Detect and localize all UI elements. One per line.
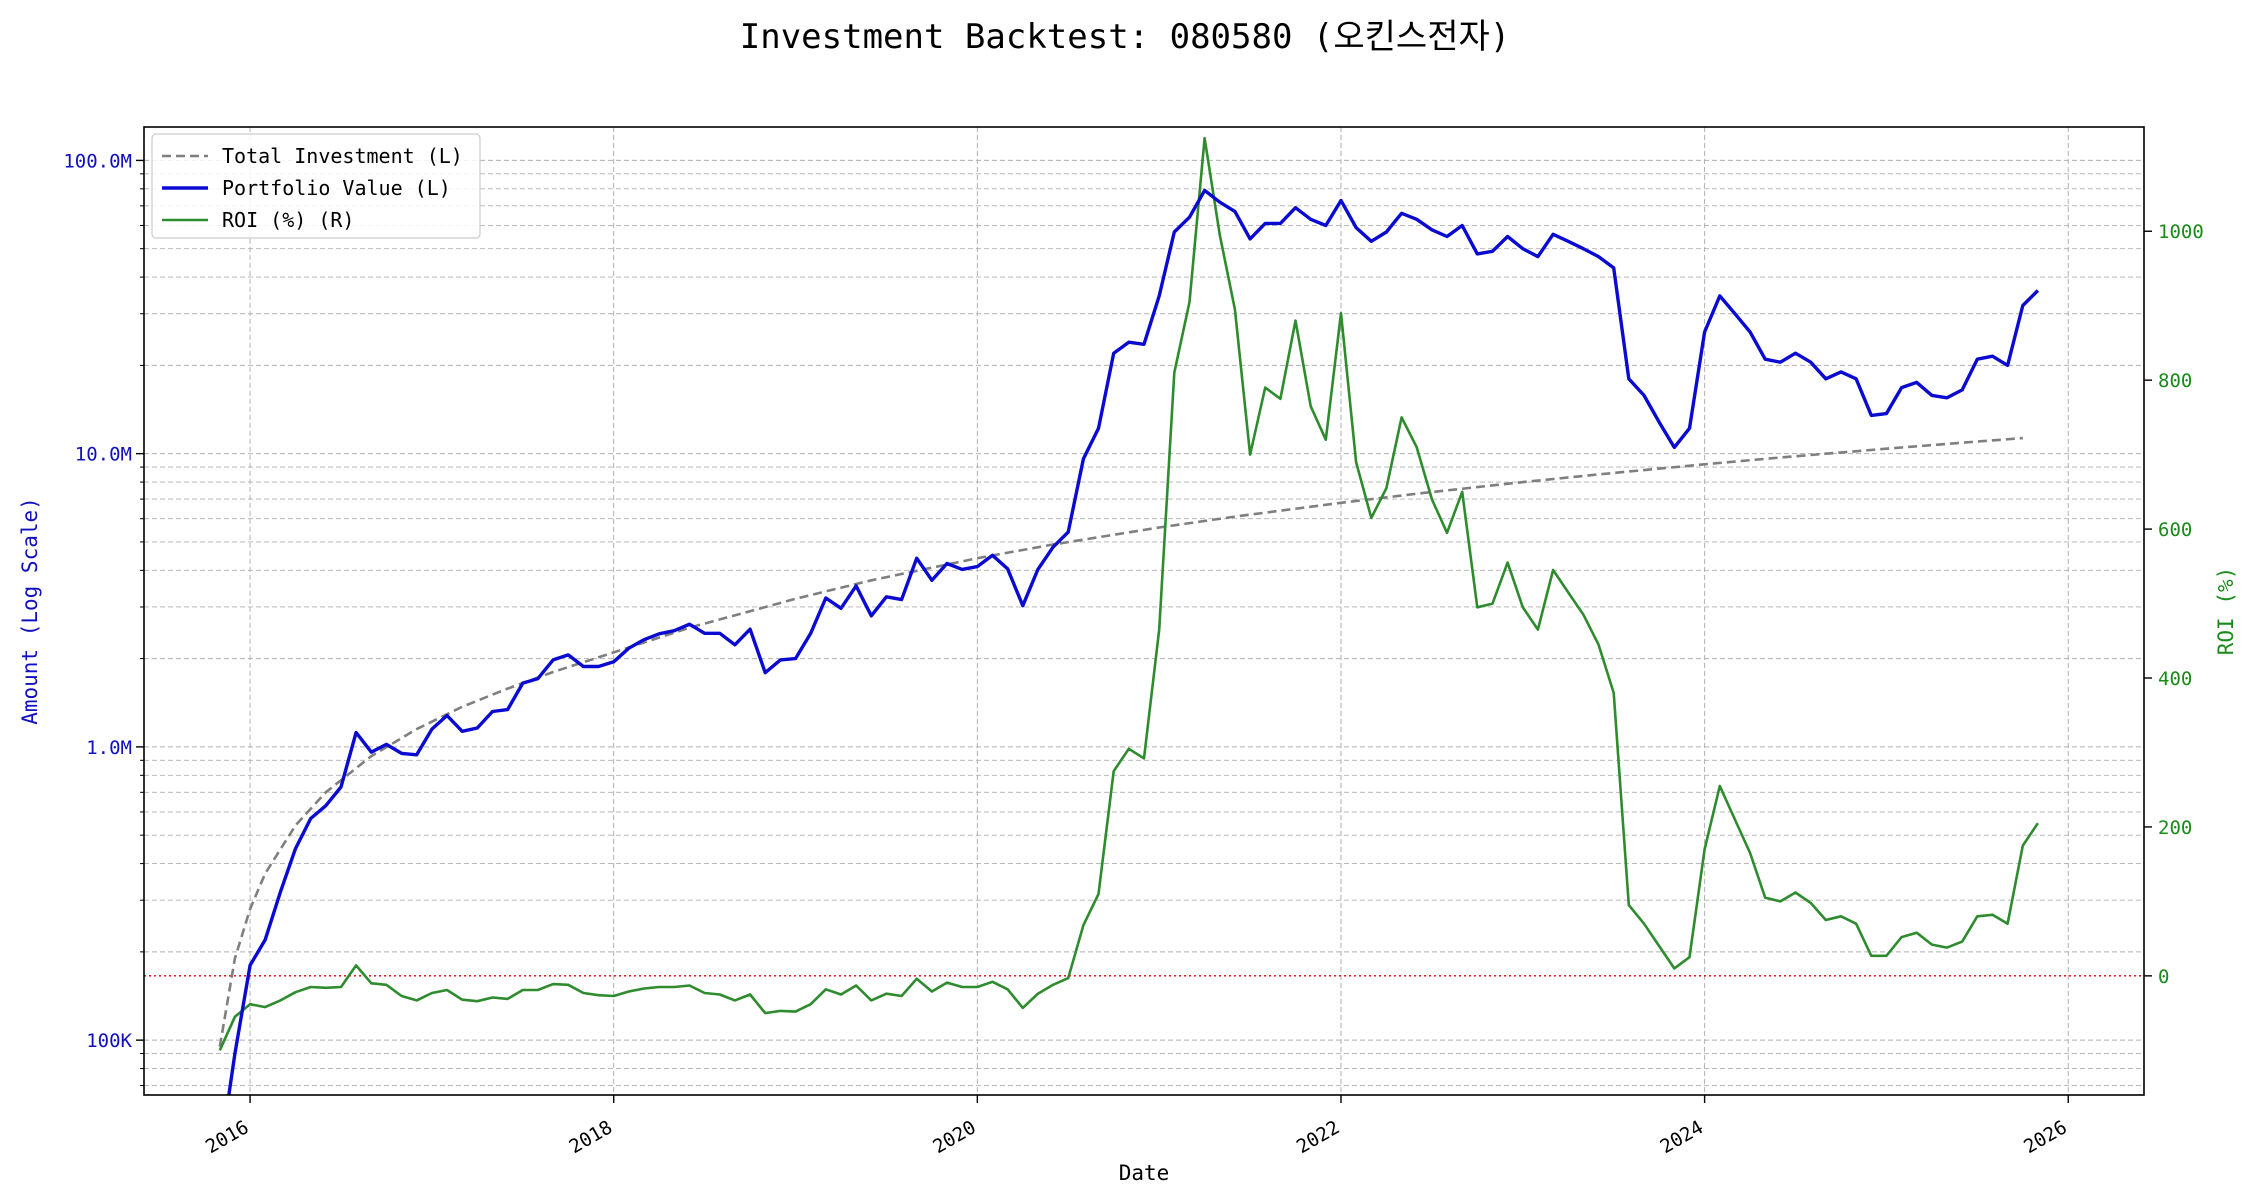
- y-left-tick-label: 100K: [86, 1030, 132, 1052]
- y-left-tick-label: 1.0M: [86, 737, 132, 759]
- x-axis-label: Date: [1119, 1161, 1170, 1185]
- y-axis-right-label: ROI (%): [2214, 567, 2238, 656]
- plot-frame: [143, 126, 2145, 1096]
- y-left-tick-label: 100.0M: [63, 150, 132, 172]
- legend: Total Investment (L) Portfolio Value (L) R…: [151, 133, 481, 239]
- y-right-tick-label: 1000: [2158, 221, 2204, 243]
- y-right-tick-label: 0: [2158, 966, 2169, 988]
- y-right-tick-label: 200: [2158, 817, 2192, 839]
- y-right-tick-label: 800: [2158, 370, 2192, 392]
- portfolio-value-line: [227, 188, 2040, 1095]
- y-axis-left-label: Amount (Log Scale): [18, 497, 42, 725]
- roi-line: [218, 136, 2039, 1051]
- series-lines: [218, 136, 2040, 1095]
- grid-lines: [144, 127, 2144, 1095]
- legend-box: [151, 133, 481, 239]
- y-right-tick-label: 600: [2158, 519, 2192, 541]
- legend-label-investment: Total Investment (L): [222, 144, 463, 168]
- chart-title: Investment Backtest: 080580 (오킨스전자): [740, 17, 1511, 57]
- legend-label-roi: ROI (%) (R): [222, 208, 354, 232]
- y-right-tick-label: 400: [2158, 668, 2192, 690]
- y-left-tick-label: 10.0M: [75, 444, 132, 466]
- total-investment-line: [218, 436, 2023, 1047]
- legend-label-portfolio: Portfolio Value (L): [222, 176, 451, 200]
